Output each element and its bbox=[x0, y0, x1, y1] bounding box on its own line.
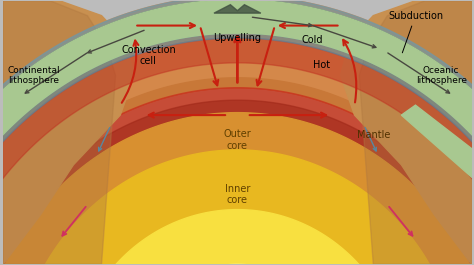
Polygon shape bbox=[0, 78, 474, 265]
Polygon shape bbox=[340, 1, 472, 264]
Polygon shape bbox=[0, 38, 474, 265]
Polygon shape bbox=[214, 5, 261, 13]
Polygon shape bbox=[16, 150, 459, 265]
Polygon shape bbox=[359, 1, 472, 264]
Text: Inner
core: Inner core bbox=[225, 184, 250, 205]
Polygon shape bbox=[0, 100, 474, 265]
Text: Outer
core: Outer core bbox=[224, 129, 251, 151]
Polygon shape bbox=[0, 88, 474, 265]
Text: Subduction: Subduction bbox=[388, 11, 443, 53]
Polygon shape bbox=[0, 0, 249, 265]
Text: Continental
lithosphere: Continental lithosphere bbox=[7, 66, 60, 85]
Text: Upwelling: Upwelling bbox=[213, 33, 261, 43]
Text: Cold: Cold bbox=[301, 36, 323, 46]
Polygon shape bbox=[122, 264, 353, 265]
Polygon shape bbox=[0, 113, 474, 265]
Polygon shape bbox=[0, 16, 474, 265]
Text: Mantle: Mantle bbox=[356, 130, 390, 140]
Polygon shape bbox=[3, 1, 134, 264]
Text: Oceanic
lithosphere: Oceanic lithosphere bbox=[416, 66, 467, 85]
Polygon shape bbox=[71, 210, 403, 265]
Text: Convection
cell: Convection cell bbox=[121, 45, 176, 66]
Text: Mid-oceanic ridge: Mid-oceanic ridge bbox=[0, 264, 1, 265]
Text: Ocean: Ocean bbox=[0, 264, 1, 265]
Polygon shape bbox=[3, 1, 116, 264]
Text: Trench: Trench bbox=[0, 264, 1, 265]
Polygon shape bbox=[0, 32, 474, 265]
Polygon shape bbox=[226, 0, 474, 265]
Text: Hot: Hot bbox=[313, 60, 330, 70]
Polygon shape bbox=[401, 105, 474, 265]
